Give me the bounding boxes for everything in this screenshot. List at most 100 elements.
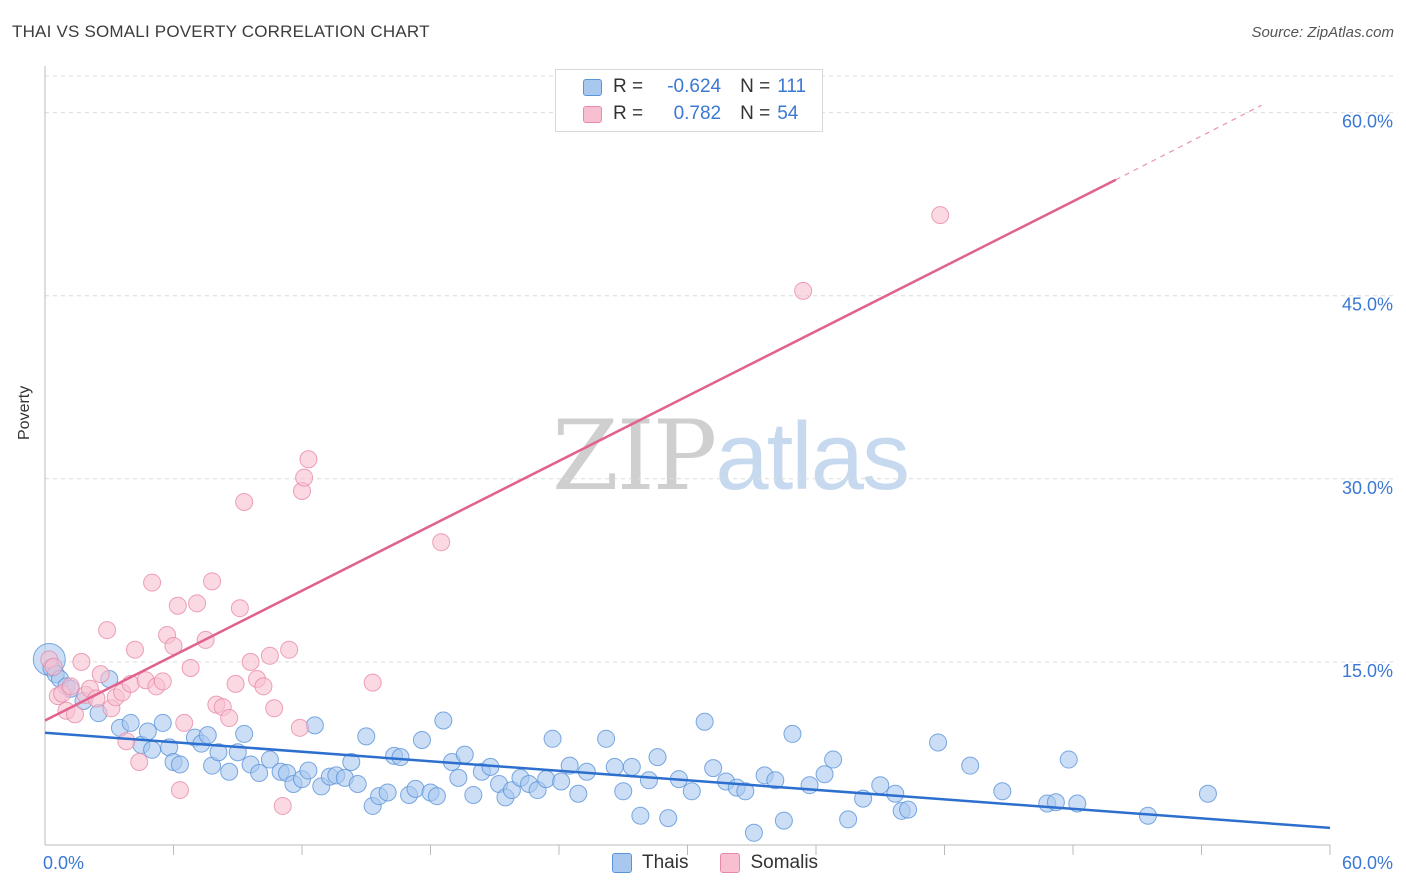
- somali-point: [254, 677, 273, 696]
- x-tick-label: 60.0%: [1342, 853, 1393, 873]
- somali-point: [241, 652, 260, 671]
- watermark: ZIPatlas: [552, 400, 910, 512]
- somali-point: [153, 672, 172, 691]
- somali-point: [432, 533, 451, 552]
- legend-r-label: R =: [613, 103, 644, 124]
- thai-point: [824, 750, 843, 769]
- somali-point: [290, 718, 309, 737]
- somali-point: [220, 709, 239, 728]
- thai-point: [342, 752, 361, 771]
- thai-point: [614, 782, 633, 801]
- legend-row-thais: R = -0.624 N = 111: [556, 75, 806, 99]
- thai-point: [378, 783, 397, 802]
- thai-point: [648, 748, 667, 767]
- somali-point: [226, 674, 245, 693]
- somali-point: [117, 732, 136, 751]
- legend-swatch-somalis: [720, 853, 741, 873]
- thai-point: [569, 784, 588, 803]
- thai-point: [299, 761, 318, 780]
- thai-point: [597, 729, 616, 748]
- thai-point: [220, 762, 239, 781]
- somali-point: [235, 493, 254, 512]
- somali-point: [170, 781, 189, 800]
- legend-label-thais: Thais: [642, 852, 689, 873]
- thai-point: [704, 759, 723, 778]
- thai-point: [766, 771, 785, 790]
- thai-point: [391, 748, 410, 767]
- thai-point: [427, 787, 446, 806]
- thai-point: [153, 713, 172, 732]
- thai-point: [774, 811, 793, 830]
- thai-point: [434, 711, 453, 730]
- thai-point: [552, 772, 571, 791]
- legend-swatch-thais: [612, 853, 632, 873]
- legend-n-label: N =: [740, 76, 771, 97]
- thai-point: [502, 781, 521, 800]
- thai-point: [1059, 750, 1078, 769]
- y-tick-label: 60.0%: [1342, 112, 1393, 132]
- legend-swatch-somalis: [583, 105, 602, 123]
- legend-row-somalis: R = 0.782 N = 54: [556, 102, 798, 126]
- legend-swatch-thais: [583, 78, 602, 96]
- somali-point: [125, 640, 144, 659]
- somali-point: [91, 665, 110, 684]
- watermark-atlas: atlas: [715, 403, 910, 510]
- thai-point: [659, 809, 678, 828]
- thai-point: [783, 724, 802, 743]
- thai-point: [695, 712, 714, 731]
- somali-point: [175, 713, 194, 732]
- somali-point: [280, 640, 299, 659]
- y-tick-label: 15.0%: [1342, 661, 1393, 681]
- somali-point: [61, 677, 80, 696]
- thai-point: [260, 750, 279, 769]
- thai-point: [993, 782, 1012, 801]
- somali-point: [363, 673, 382, 692]
- correlation-legend: R = -0.624 N = 111 R = 0.782 N = 54: [555, 69, 823, 132]
- somali-point: [203, 572, 222, 591]
- thai-point: [736, 782, 755, 801]
- somali-point: [44, 657, 63, 676]
- thai-point: [1198, 784, 1217, 803]
- legend-label-somalis: Somalis: [750, 852, 819, 873]
- somali-point: [230, 599, 249, 618]
- thai-point: [406, 779, 425, 798]
- thai-point: [961, 756, 980, 775]
- thai-point: [143, 740, 162, 759]
- y-tick-label: 45.0%: [1342, 295, 1393, 315]
- thai-point: [886, 784, 905, 803]
- thai-point: [209, 743, 228, 762]
- thai-point: [357, 727, 376, 746]
- thai-point: [449, 768, 468, 787]
- legend-n-value: 111: [777, 76, 807, 97]
- somali-point: [181, 659, 200, 678]
- thai-point: [744, 823, 763, 842]
- somali-point: [98, 621, 117, 640]
- thai-point: [815, 765, 834, 784]
- thai-point: [235, 724, 254, 743]
- thai-trendline: [44, 731, 1331, 830]
- somali-point: [143, 573, 162, 592]
- thai-point: [348, 774, 367, 793]
- somali-point: [273, 796, 292, 815]
- x-tick-label: 0.0%: [43, 853, 84, 873]
- somali-point: [931, 206, 950, 225]
- chart-title: THAI VS SOMALI POVERTY CORRELATION CHART: [12, 22, 430, 41]
- legend-n-label: N =: [740, 103, 771, 124]
- somali-point: [130, 752, 149, 771]
- thai-point: [839, 810, 858, 829]
- somali-point: [168, 596, 187, 615]
- thai-point: [198, 726, 217, 745]
- thai-point: [464, 785, 483, 804]
- thai-point: [138, 722, 157, 741]
- legend-r-label: R =: [613, 76, 644, 97]
- thai-point: [800, 776, 819, 795]
- somali-point: [265, 699, 284, 718]
- thai-point: [250, 763, 269, 782]
- thai-point: [682, 782, 701, 801]
- thai-point: [560, 756, 579, 775]
- thai-point: [899, 800, 918, 819]
- somali-trendline: [44, 178, 1117, 722]
- thai-point: [121, 713, 140, 732]
- thai-point: [543, 729, 562, 748]
